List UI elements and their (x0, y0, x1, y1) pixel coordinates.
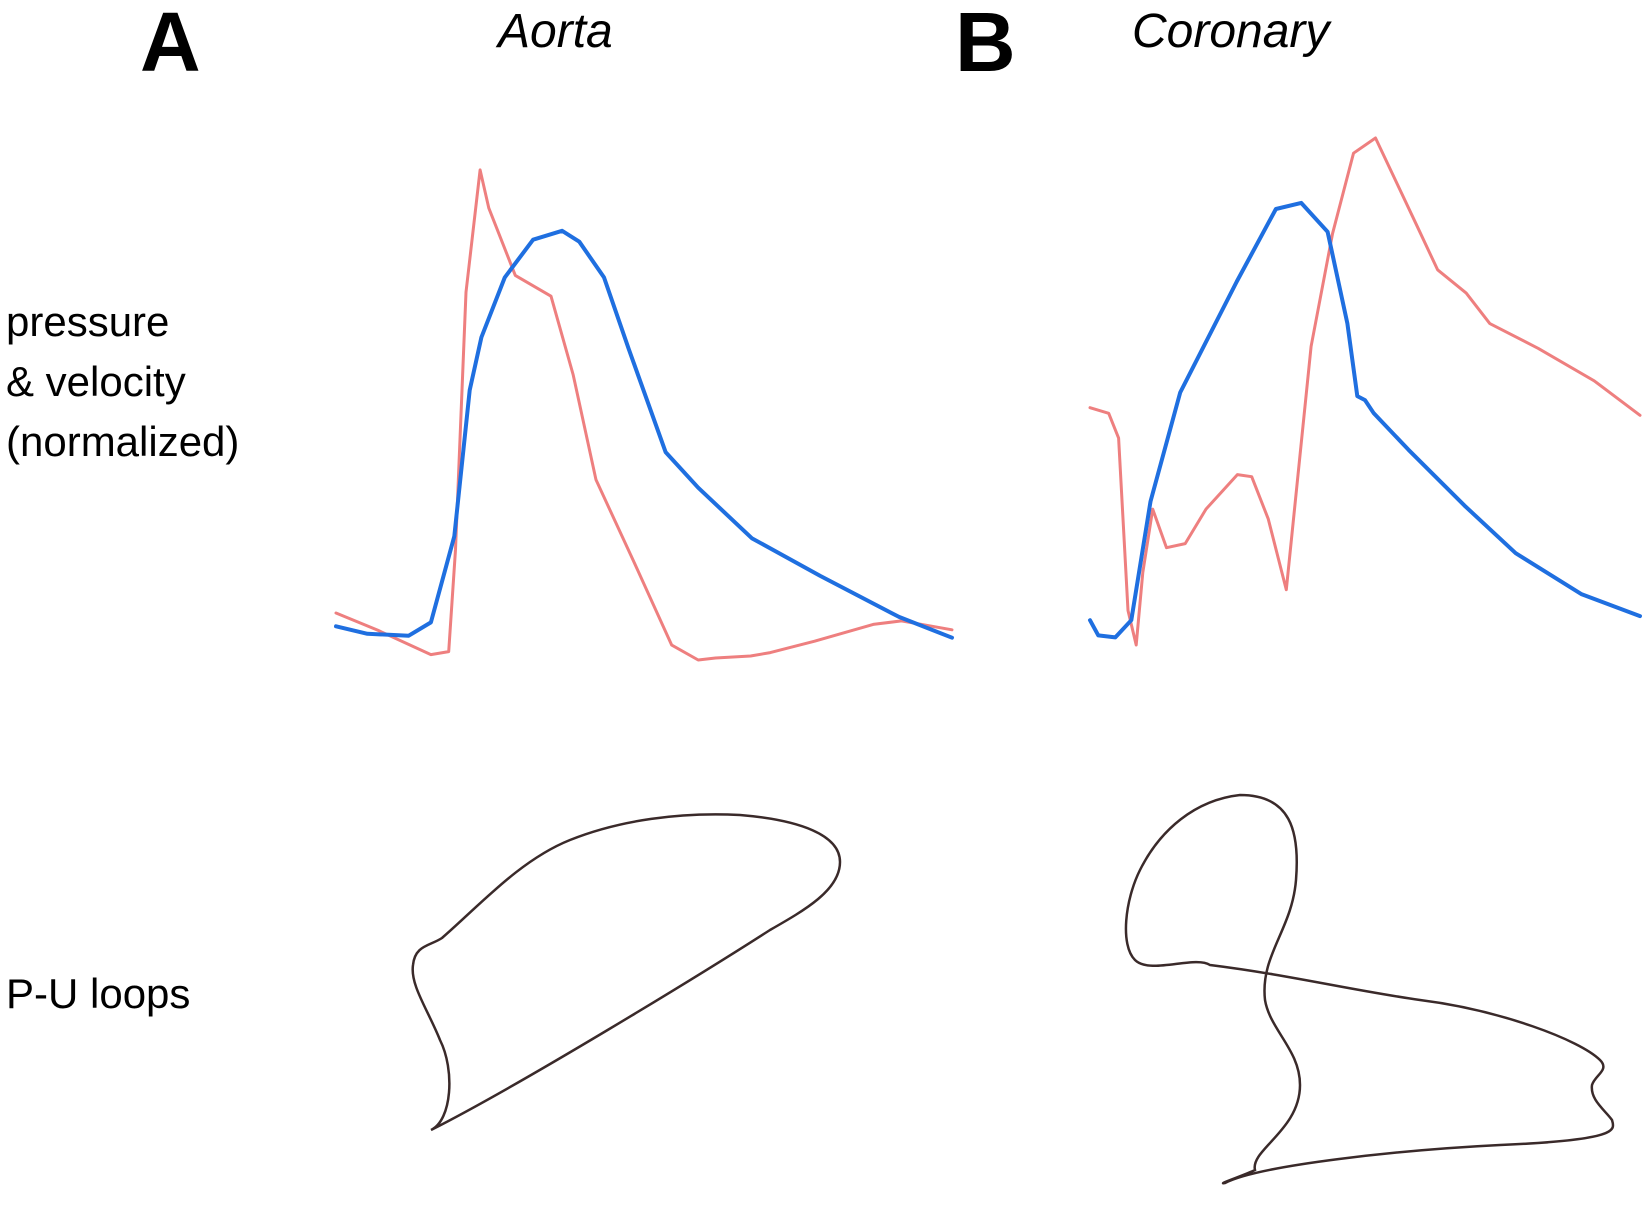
loops-row-label: P-U loops (6, 970, 191, 1017)
panel-b-velocity-line (1088, 200, 1642, 640)
panel-a-letter: A (140, 0, 201, 89)
panel-b-letter: B (955, 0, 1016, 89)
panel-a-title: Aorta (498, 5, 613, 58)
panel-a-waveforms (334, 168, 954, 662)
panel-b-waveforms (1088, 136, 1642, 647)
waveforms-row-label: pressure & velocity (normalized) (6, 298, 240, 465)
panel-b-pu-loop (1124, 793, 1615, 1185)
panel-b-title: Coronary (1132, 5, 1330, 58)
panel-a-velocity-line (334, 228, 954, 640)
panel-a-pu-loop (411, 813, 842, 1132)
panel-b-pressure-line (1088, 136, 1642, 647)
panel-a-pressure-line (334, 168, 954, 662)
